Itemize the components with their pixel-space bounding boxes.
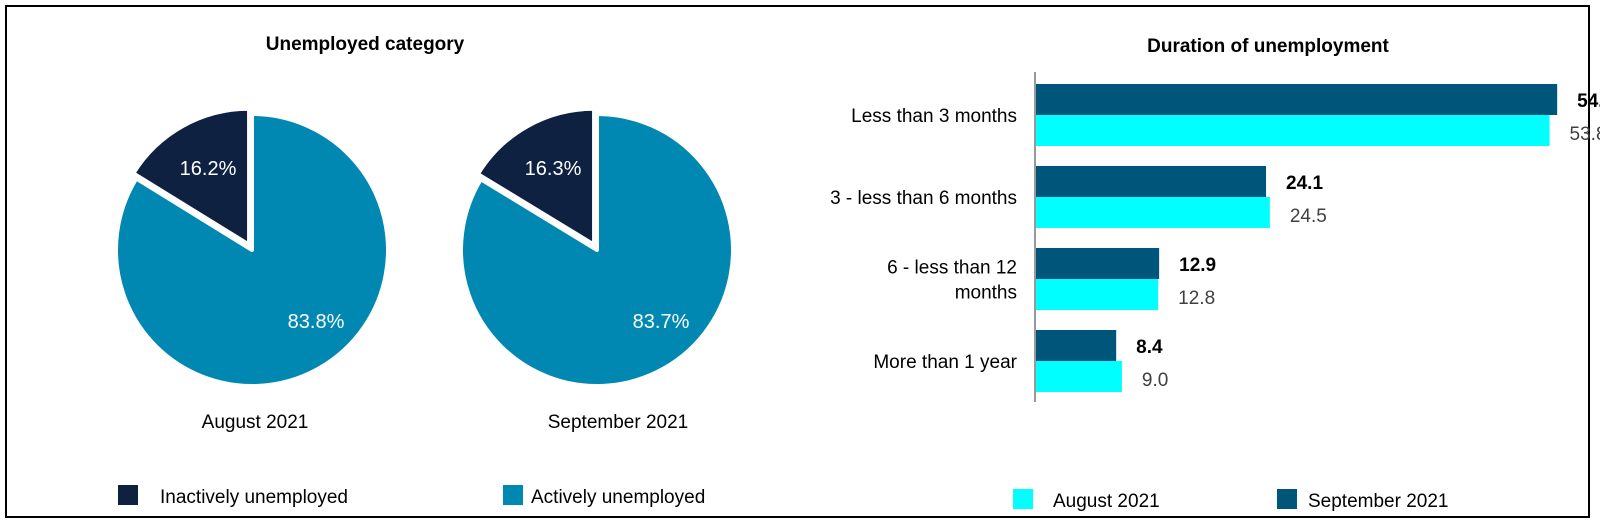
- bar-value-august-1: 24.5: [1290, 206, 1327, 227]
- pie-value-label-inactive-august: 16.2%: [180, 158, 237, 180]
- chart-frame: [5, 5, 1590, 518]
- legend-label-active: Actively unemployed: [531, 487, 705, 508]
- bar-value-september-3: 8.4: [1136, 337, 1163, 358]
- legend-swatch-august: [1013, 489, 1033, 509]
- legend-swatch-september: [1277, 489, 1297, 509]
- legend-label-august: August 2021: [1053, 491, 1160, 512]
- bar-value-september-2: 12.9: [1179, 255, 1216, 276]
- bar-august-0: [1036, 115, 1550, 146]
- legend-label-inactive: Inactively unemployed: [160, 487, 348, 508]
- bar-value-september-1: 24.1: [1286, 173, 1323, 194]
- pie-label-august: August 2021: [202, 412, 309, 433]
- category-label-1-0: 3 - less than 6 months: [830, 188, 1017, 209]
- bar-value-september-0: 54.6: [1577, 91, 1600, 112]
- bar-august-2: [1036, 279, 1159, 310]
- category-label-3-0: More than 1 year: [873, 352, 1017, 373]
- legend-swatch-active: [503, 485, 523, 505]
- category-label-0-0: Less than 3 months: [851, 106, 1017, 127]
- pie-slice-inactive-september: [475, 106, 597, 247]
- pie-label-september: September 2021: [548, 412, 689, 433]
- pie-value-label-inactive-september: 16.3%: [525, 158, 582, 180]
- pie-slice-inactive-august: [131, 106, 252, 247]
- bar-september-3: [1036, 330, 1117, 361]
- pie-slice-active-august: [114, 112, 390, 388]
- bar-value-august-0: 53.8: [1570, 124, 1600, 145]
- category-label-2-1: months: [955, 283, 1017, 304]
- bar-august-3: [1036, 361, 1122, 392]
- pie-chart-title: Unemployed category: [266, 34, 465, 55]
- bar-chart-title: Duration of unemployment: [1147, 36, 1389, 57]
- legend-swatch-inactive: [118, 485, 138, 505]
- bar-value-august-2: 12.8: [1178, 288, 1215, 309]
- pie-value-label-active-september: 83.7%: [633, 311, 690, 333]
- bar-august-1: [1036, 197, 1270, 228]
- bar-september-2: [1036, 248, 1160, 279]
- pie-value-label-active-august: 83.8%: [288, 311, 345, 333]
- bar-group: 54.6 53.8 Less than 3 months 24.1 24.5 3 - le…: [830, 84, 1600, 392]
- legend-label-september: September 2021: [1308, 491, 1449, 512]
- bar-value-august-3: 9.0: [1142, 370, 1168, 391]
- bar-september-1: [1036, 166, 1267, 197]
- category-label-2-0: 6 - less than 12: [887, 258, 1017, 279]
- bar-september-0: [1036, 84, 1558, 115]
- pie-slice-active-september: [459, 112, 735, 388]
- pie-group: 16.2% 83.8% 16.3% 83.7%: [114, 106, 735, 388]
